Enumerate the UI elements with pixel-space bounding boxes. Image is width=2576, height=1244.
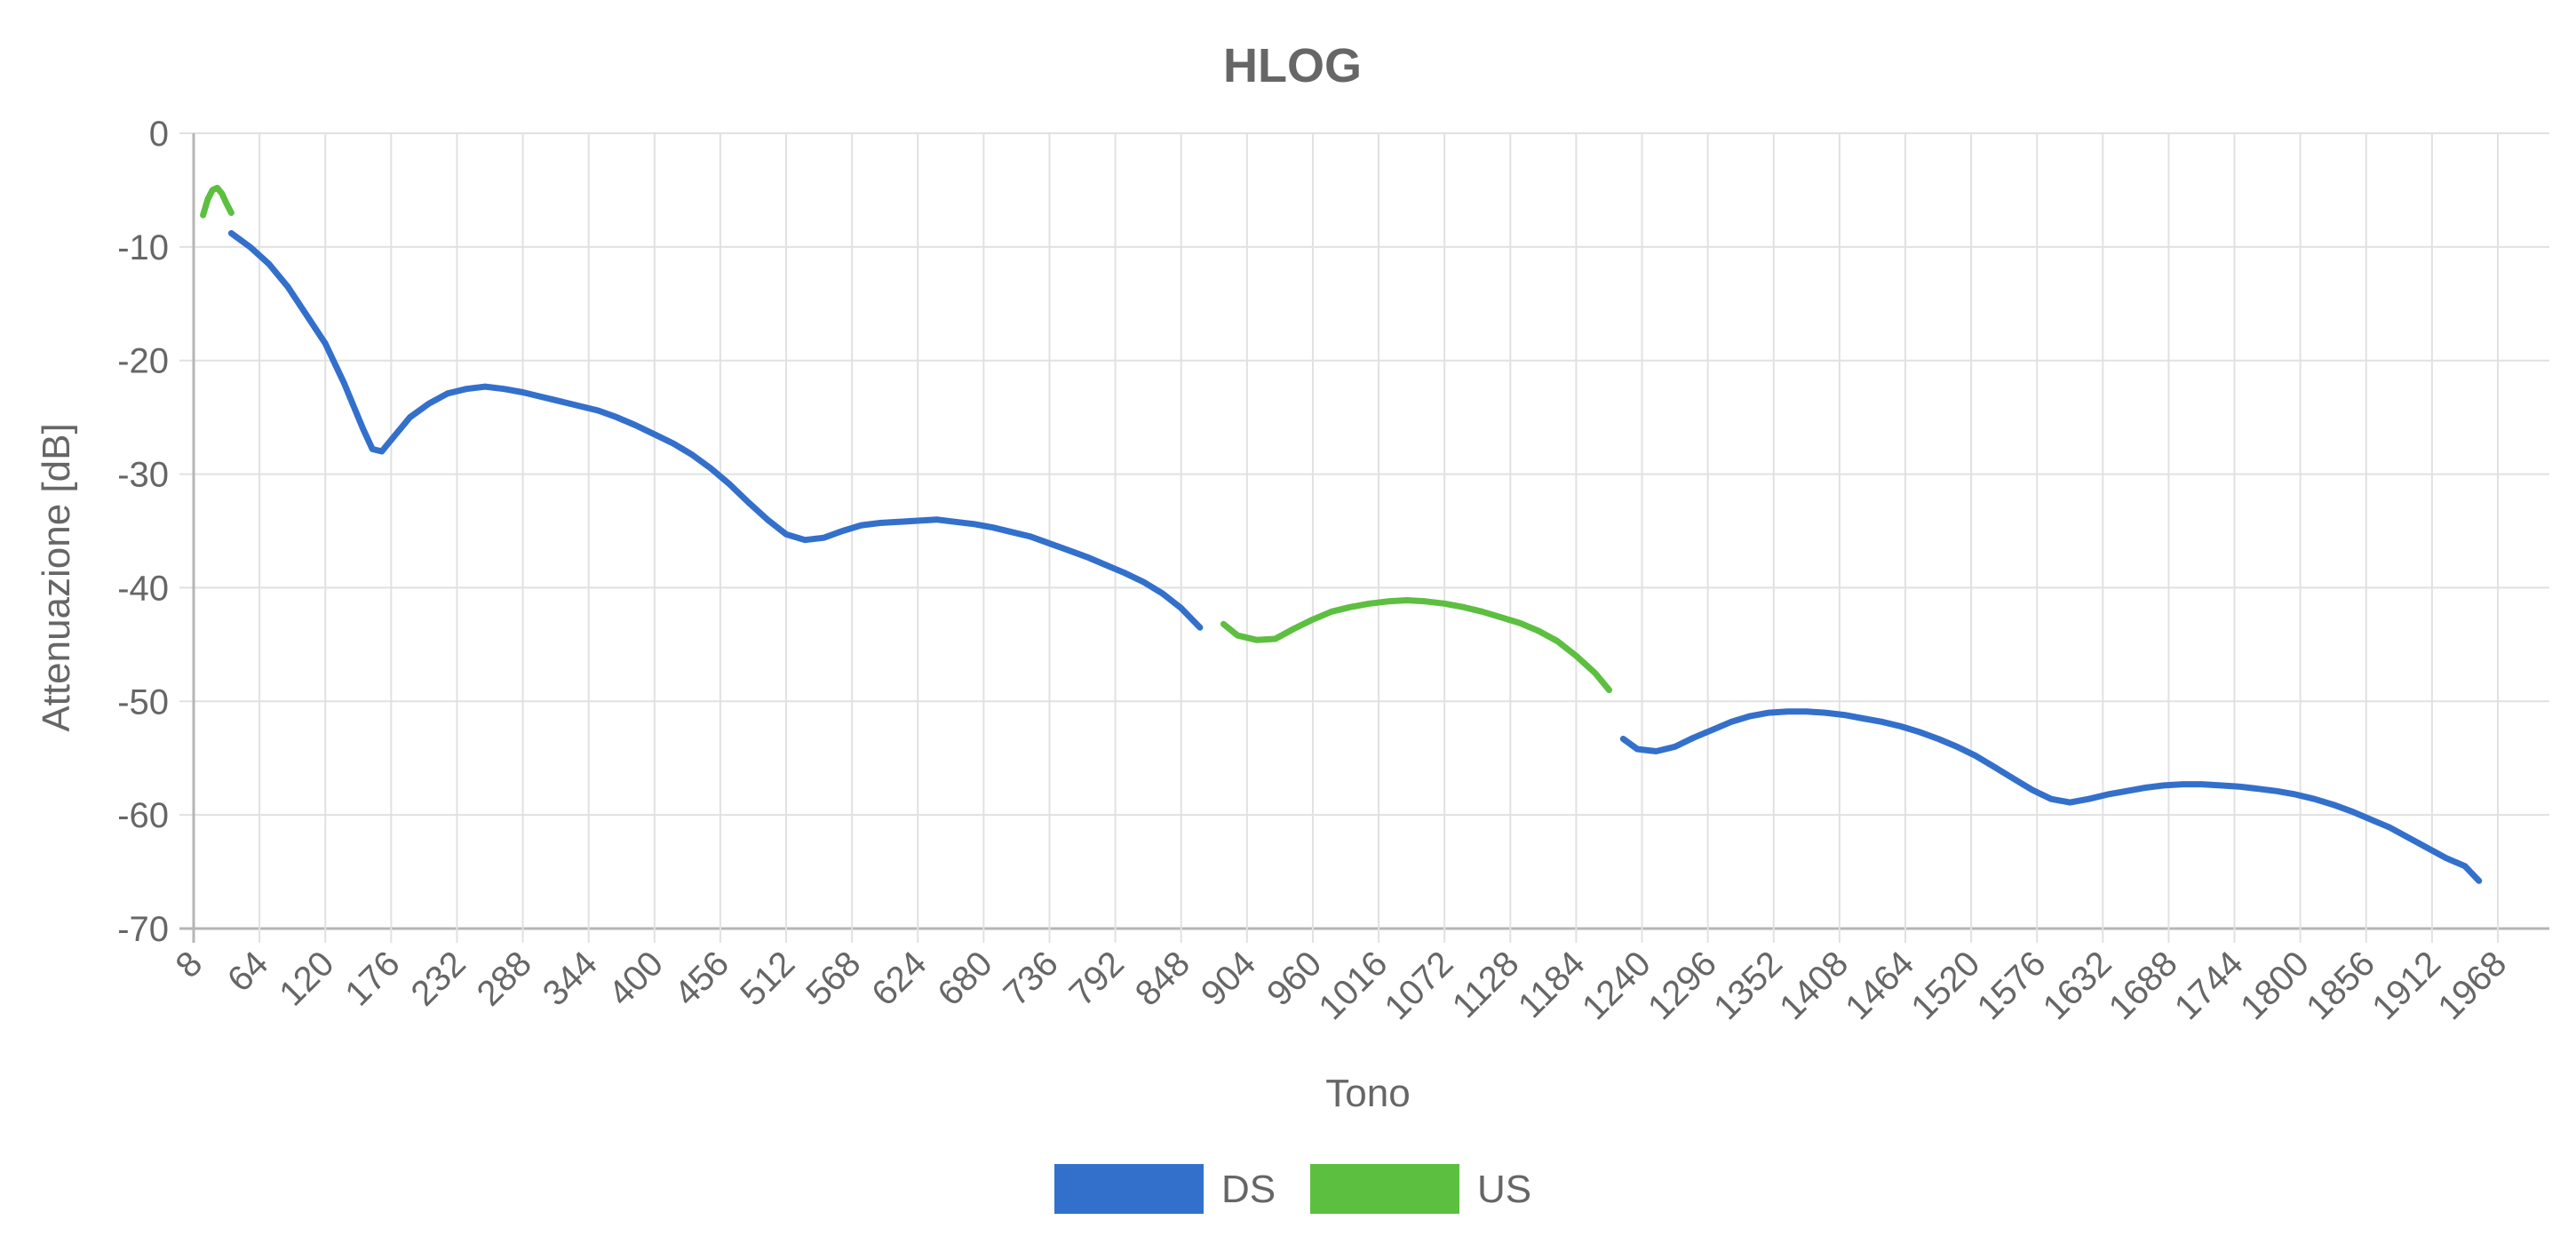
x-tick-label: 1184 (1511, 944, 1593, 1025)
y-tick-label: -10 (117, 228, 169, 267)
series-layer (200, 184, 2483, 884)
x-tick-label: 512 (733, 944, 802, 1013)
x-tick-label: 1576 (1970, 944, 2054, 1027)
grid-lines (179, 132, 2549, 943)
x-tick-label: 568 (799, 944, 868, 1013)
x-tick-label: 1856 (2299, 944, 2382, 1027)
x-tick-label: 1968 (2430, 944, 2514, 1027)
y-tick-label: -60 (117, 796, 169, 835)
series-ds (227, 230, 2483, 884)
x-tick-label: 1800 (2233, 944, 2317, 1027)
x-tick-label: 344 (536, 944, 605, 1013)
x-tick-label: 400 (601, 944, 671, 1013)
y-tick-label: -30 (117, 456, 169, 495)
x-tick-label: 736 (997, 944, 1066, 1013)
y-axis-label: Attenuazione [dB] (35, 423, 78, 731)
x-tick-label: 1352 (1706, 944, 1790, 1027)
x-tick-label: 904 (1194, 944, 1263, 1013)
x-tick-label: 1240 (1575, 944, 1658, 1027)
x-tick-label: 1016 (1311, 944, 1395, 1027)
y-tick-label: -40 (117, 569, 169, 608)
y-tick-label: 0 (149, 115, 169, 154)
legend-item-us[interactable]: US (1310, 1164, 1531, 1214)
x-tick-label: 1688 (2102, 944, 2185, 1027)
y-tick-label: -50 (117, 682, 169, 722)
x-tick-label: 176 (338, 944, 407, 1013)
series-line-ds (1619, 708, 2483, 884)
legend-item-ds[interactable]: DS (1054, 1164, 1276, 1214)
x-tick-label: 1520 (1904, 944, 1987, 1027)
x-tick-label: 456 (667, 944, 736, 1013)
chart-title: HLOG (1223, 39, 1362, 92)
x-tick-label: 792 (1062, 944, 1132, 1013)
x-tick-label: 1296 (1641, 944, 1724, 1027)
x-tick-label: 1632 (2036, 944, 2119, 1027)
y-tick-label: -70 (117, 910, 169, 949)
series-line-ds (227, 230, 1204, 631)
x-tick-label: 288 (470, 944, 539, 1013)
x-tick-label: 64 (220, 944, 276, 1000)
x-tick-label: 1128 (1445, 944, 1527, 1025)
y-tick-label: -20 (117, 342, 169, 381)
x-tick-label: 1072 (1378, 944, 1461, 1027)
x-tick-label: 624 (864, 944, 934, 1013)
x-tick-label: 120 (272, 944, 341, 1013)
x-tick-label: 1744 (2167, 944, 2251, 1027)
legend-label: US (1477, 1168, 1531, 1211)
x-tick-label: 680 (930, 944, 999, 1013)
x-tick-label: 1464 (1838, 944, 1921, 1027)
y-axis: 0 -10 -20 -30 -40 -50 -60 -70 (117, 115, 169, 949)
x-tick-label: 1408 (1772, 944, 1856, 1027)
series-us (200, 184, 1612, 693)
x-tick-label: 848 (1128, 944, 1197, 1013)
x-axis-label: Tono (1325, 1072, 1410, 1115)
x-tick-label: 8 (169, 944, 211, 985)
x-axis: 8 641201762322883444004565125686246807367… (169, 944, 2515, 1027)
series-line-us (200, 184, 235, 219)
legend-swatch (1054, 1164, 1204, 1214)
x-tick-label: 232 (404, 944, 473, 1013)
series-line-us (1220, 597, 1612, 693)
legend-swatch (1310, 1164, 1459, 1214)
x-tick-label: 1912 (2365, 944, 2448, 1027)
legend: DS US (1054, 1164, 1531, 1214)
legend-label: DS (1221, 1168, 1276, 1211)
